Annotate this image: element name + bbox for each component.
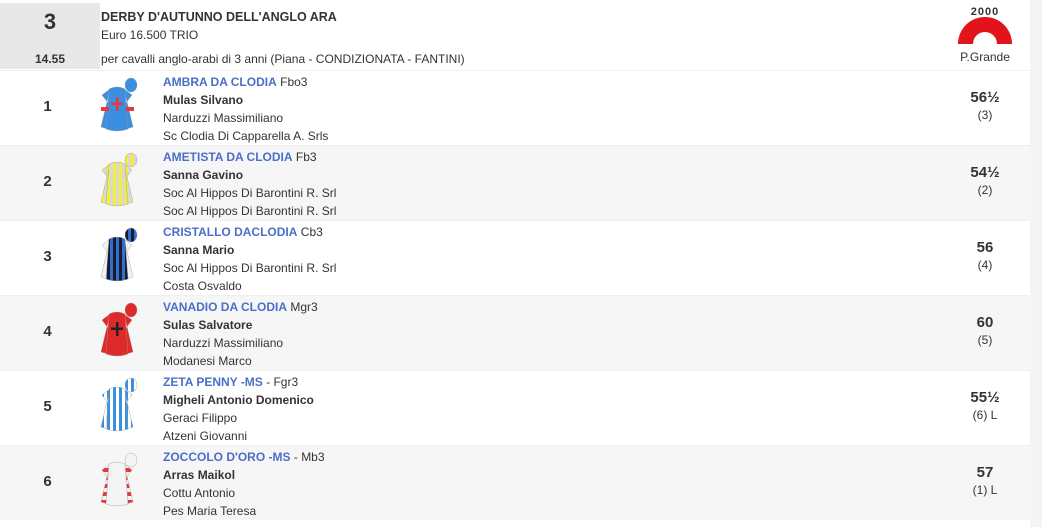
race-number: 3: [43, 9, 57, 34]
runner-row: 5 ZETA PENNY -MS - Fgr3 Migheli Antonio …: [0, 370, 1030, 445]
horse-name-link[interactable]: VANADIO DA CLODIA: [163, 300, 287, 314]
draw: (4): [977, 258, 993, 272]
horse-details: Mgr3: [290, 300, 318, 314]
race-purse: Euro 16.500 TRIO: [101, 28, 199, 42]
weight-draw: 56 (4): [940, 239, 1030, 272]
owner-name: Sc Clodia Di Capparella A. Srls: [163, 129, 329, 143]
horse-details: - Fgr3: [266, 375, 299, 389]
owner-name: Pes Maria Teresa: [163, 504, 257, 518]
race-time: 14.55: [34, 52, 66, 66]
weight: 54½: [970, 164, 1000, 181]
weight: 60: [976, 314, 994, 331]
weight: 55½: [970, 389, 1000, 406]
race-number-box: [0, 3, 100, 69]
jockey-name: Mulas Silvano: [163, 93, 244, 107]
runner-list: 1 AMBRA DA CLODIA Fbo3 Mulas Silvano Nar…: [0, 70, 1030, 520]
draw: (2): [977, 183, 993, 197]
track-name: P.Grande: [960, 50, 1010, 64]
runner-info: VANADIO DA CLODIA Mgr3 Sulas Salvatore N…: [163, 298, 318, 370]
jockey-name: Sulas Salvatore: [163, 318, 253, 332]
silks-icon: [98, 227, 142, 294]
silks-icon: [98, 377, 142, 444]
runner-info: ZETA PENNY -MS - Fgr3 Migheli Antonio Do…: [163, 373, 314, 445]
runner-number: 5: [43, 398, 52, 415]
jockey-name: Sanna Mario: [163, 243, 235, 257]
owner-name: Costa Osvaldo: [163, 279, 242, 293]
runner-row: 6 ZOCCOLO D'ORO -MS - Mb3 Arras Maikol C…: [0, 445, 1030, 520]
horse-name-link[interactable]: ZOCCOLO D'ORO -MS: [163, 450, 291, 464]
weight: 56½: [970, 89, 1000, 106]
runner-number: 6: [43, 473, 52, 490]
runner-number: 4: [43, 323, 52, 340]
race-card: 3 14.55 DERBY D'AUTUNNO DELL'ANGLO ARA E…: [0, 0, 1030, 520]
trainer-name: Narduzzi Massimiliano: [163, 336, 284, 350]
owner-name: Soc Al Hippos Di Barontini R. Srl: [163, 204, 337, 218]
trainer-name: Geraci Filippo: [163, 411, 238, 425]
race-title: DERBY D'AUTUNNO DELL'ANGLO ARA: [101, 10, 337, 24]
horse-details: Cb3: [300, 225, 323, 239]
distance-label: 2000: [971, 6, 999, 18]
owner-name: Modanesi Marco: [163, 354, 252, 368]
weight: 57: [976, 464, 994, 481]
horse-details: Fb3: [295, 150, 317, 164]
runner-number: 2: [43, 173, 52, 190]
trainer-name: Narduzzi Massimiliano: [163, 111, 284, 125]
race-conditions: per cavalli anglo-arabi di 3 anni (Piana…: [101, 52, 465, 66]
weight-draw: 60 (5): [940, 314, 1030, 347]
draw: (1) L: [972, 483, 998, 497]
jockey-name: Arras Maikol: [163, 468, 236, 482]
draw: (6) L: [972, 408, 998, 422]
horse-name-link[interactable]: ZETA PENNY -MS: [163, 375, 263, 389]
horse-name-link[interactable]: CRISTALLO DACLODIA: [163, 225, 298, 239]
runner-row: 4 VANADIO DA CLODIA Mgr3 Sulas Salvatore…: [0, 295, 1030, 370]
runner-row: 2 AMETISTA DA CLODIA Fb3 Sanna Gavino So…: [0, 145, 1030, 220]
draw: (5): [977, 333, 993, 347]
draw: (3): [977, 108, 993, 122]
scrollbar-track[interactable]: [1030, 0, 1042, 527]
runner-row: 1 AMBRA DA CLODIA Fbo3 Mulas Silvano Nar…: [0, 70, 1030, 145]
jockey-name: Sanna Gavino: [163, 168, 244, 182]
weight-draw: 57 (1) L: [940, 464, 1030, 497]
track-arc: [958, 17, 1012, 44]
trainer-name: Soc Al Hippos Di Barontini R. Srl: [163, 186, 337, 200]
horse-name-link[interactable]: AMETISTA DA CLODIA: [163, 150, 293, 164]
horse-details: - Mb3: [293, 450, 325, 464]
owner-name: Atzeni Giovanni: [163, 429, 248, 443]
runner-info: AMBRA DA CLODIA Fbo3 Mulas Silvano Nardu…: [163, 73, 328, 145]
horse-name-link[interactable]: AMBRA DA CLODIA: [163, 75, 277, 89]
runner-info: ZOCCOLO D'ORO -MS - Mb3 Arras Maikol Cot…: [163, 448, 325, 520]
jockey-name: Migheli Antonio Domenico: [163, 393, 314, 407]
silks-icon: [98, 302, 142, 369]
track-shape-icon: 2000: [958, 6, 1012, 44]
runner-info: CRISTALLO DACLODIA Cb3 Sanna Mario Soc A…: [163, 223, 336, 295]
runner-number: 3: [43, 248, 52, 265]
trainer-name: Cottu Antonio: [163, 486, 236, 500]
silks-icon: [98, 452, 142, 519]
runner-row: 3 CRISTALLO DACLODIA Cb3 Sanna Mario Soc…: [0, 220, 1030, 295]
runner-info: AMETISTA DA CLODIA Fb3 Sanna Gavino Soc …: [163, 148, 336, 220]
weight-draw: 55½ (6) L: [940, 389, 1030, 422]
weight-draw: 54½ (2): [940, 164, 1030, 197]
track-info: 2000 P.Grande: [940, 4, 1030, 64]
silks-icon: [98, 77, 142, 144]
race-header: 3 14.55 DERBY D'AUTUNNO DELL'ANGLO ARA E…: [0, 0, 1030, 70]
weight: 56: [976, 239, 994, 256]
weight-draw: 56½ (3): [940, 89, 1030, 122]
runner-number: 1: [43, 98, 52, 115]
silks-icon: [98, 152, 142, 219]
horse-details: Fbo3: [280, 75, 308, 89]
trainer-name: Soc Al Hippos Di Barontini R. Srl: [163, 261, 337, 275]
